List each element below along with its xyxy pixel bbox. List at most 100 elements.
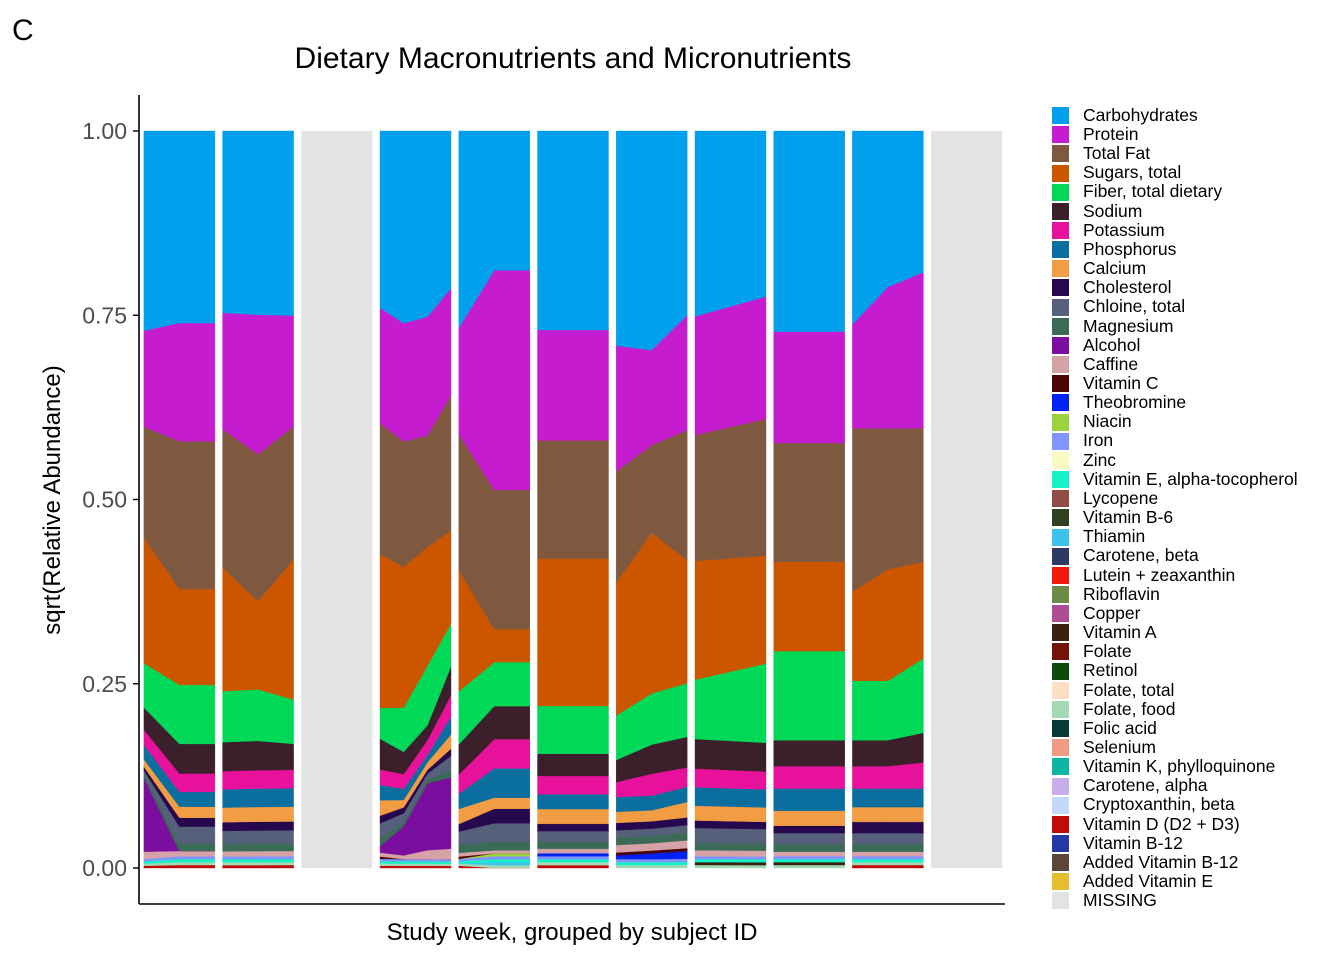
legend-swatch: [1052, 471, 1069, 489]
area-sugars-total: [694, 555, 767, 680]
area-vitamin-d-d2-d3-: [537, 864, 609, 869]
y-tick-label: 0.75: [82, 302, 127, 328]
subject-panel-9: [773, 130, 845, 869]
area-chloine-total: [694, 827, 767, 844]
legend-label: Magnesium: [1083, 315, 1174, 336]
legend-item: Zinc: [1052, 451, 1298, 470]
legend-swatch: [1052, 183, 1069, 201]
area-carbohydrates: [694, 130, 767, 317]
legend-item: Added Vitamin B-12: [1052, 853, 1298, 872]
area-carbohydrates: [852, 130, 924, 325]
legend-swatch: [1052, 854, 1069, 872]
area-iron: [222, 856, 294, 860]
chart-title: Dietary Macronutrients and Micronutrient…: [294, 42, 852, 75]
area-vitamin-d-d2-d3-: [852, 864, 924, 869]
legend-swatch: [1052, 796, 1069, 814]
stacked-areas: [143, 130, 1003, 869]
area-caffine: [852, 851, 924, 857]
x-axis-label: Study week, grouped by subject ID: [387, 919, 758, 946]
area-folate-food: [222, 861, 294, 866]
subject-panel-7: [616, 130, 688, 869]
legend-item: Vitamin C: [1052, 374, 1298, 393]
legend-label: Iron: [1083, 430, 1114, 451]
legend-item: Vitamin D (D2 + D3): [1052, 815, 1298, 834]
legend-item: Protein: [1052, 125, 1298, 144]
legend-item: Alcohol: [1052, 336, 1298, 355]
legend-item: Folate, food: [1052, 700, 1298, 719]
area-chloine-total: [537, 830, 609, 842]
legend-swatch: [1052, 835, 1069, 853]
legend-swatch: [1052, 490, 1069, 508]
y-tick-label: 0.00: [82, 855, 127, 881]
area-cholesterol: [222, 821, 294, 832]
legend-item: Theobromine: [1052, 393, 1298, 412]
legend-item: Vitamin B-6: [1052, 508, 1298, 527]
legend-label: Riboflavin: [1083, 583, 1160, 604]
legend-label: Folate, total: [1083, 679, 1175, 700]
area-phosphorus: [222, 787, 294, 808]
legend-label: Carotene, beta: [1083, 545, 1199, 566]
area-sugars-total: [537, 558, 609, 707]
y-axis-label: sqrt(Relative Abundance): [39, 365, 66, 634]
legend-swatch: [1052, 585, 1069, 603]
legend-label: Vitamin C: [1083, 373, 1159, 394]
legend-label: Selenium: [1083, 736, 1156, 757]
legend-label: Zinc: [1083, 449, 1117, 470]
area-caffine: [222, 850, 294, 857]
legend-swatch: [1052, 298, 1069, 316]
area-carbohydrates: [379, 130, 452, 324]
legend-item: Thiamin: [1052, 527, 1298, 546]
area-iron: [852, 855, 924, 860]
area-phosphorus: [537, 794, 609, 810]
area-cholesterol: [773, 825, 845, 834]
legend-item: Carbohydrates: [1052, 106, 1298, 125]
legend-item: Vitamin K, phylloquinone: [1052, 757, 1298, 776]
legend-swatch: [1052, 873, 1069, 891]
legend-swatch: [1052, 815, 1069, 833]
legend-swatch: [1052, 528, 1069, 546]
legend-swatch: [1052, 164, 1069, 182]
area-potassium: [773, 766, 845, 789]
area-folate-food: [694, 864, 767, 869]
legend-label: Total Fat: [1083, 143, 1151, 164]
area-caffine: [773, 851, 845, 857]
legend-label: Calcium: [1083, 258, 1147, 279]
area-folate-food: [537, 861, 609, 866]
legend-label: Cryptoxanthin, beta: [1083, 794, 1235, 815]
legend-swatch: [1052, 739, 1069, 757]
legend-label: Vitamin B-6: [1083, 507, 1174, 528]
legend-label: Folic acid: [1083, 717, 1157, 738]
legend-swatch: [1052, 700, 1069, 718]
area-fiber-total-dietary: [222, 689, 294, 745]
legend-label: Chloine, total: [1083, 296, 1186, 317]
legend-swatch: [1052, 202, 1069, 220]
subject-panel-3: [301, 131, 373, 868]
area-theobromine: [537, 853, 609, 857]
legend-item: Vitamin B-12: [1052, 834, 1298, 853]
legend-item: Sodium: [1052, 202, 1298, 221]
y-tick-label: 1.00: [82, 118, 127, 144]
legend-label: Sodium: [1083, 200, 1143, 221]
area-sodium: [537, 753, 609, 777]
area-potassium: [694, 768, 767, 790]
area-phosphorus: [773, 788, 845, 811]
area-calcium: [694, 805, 767, 823]
subject-panel-11: [931, 131, 1003, 868]
legend-label: MISSING: [1083, 890, 1157, 911]
area-sodium: [694, 738, 767, 772]
legend-item: Potassium: [1052, 221, 1298, 240]
area-calcium: [773, 810, 845, 826]
legend-label: Fiber, total dietary: [1083, 181, 1223, 202]
legend-swatch: [1052, 758, 1069, 776]
area-sugars-total: [773, 561, 845, 652]
legend-swatch: [1052, 394, 1069, 412]
area-sodium: [222, 740, 294, 772]
area-total-fat: [537, 440, 609, 559]
legend-label: Theobromine: [1083, 392, 1187, 413]
area-vitamin-e-alpha-tocopherol: [773, 858, 845, 863]
legend-label: Vitamin A: [1083, 622, 1157, 643]
legend-swatch: [1052, 222, 1069, 240]
legend-label: Niacin: [1083, 411, 1132, 432]
area-iron: [773, 855, 845, 860]
